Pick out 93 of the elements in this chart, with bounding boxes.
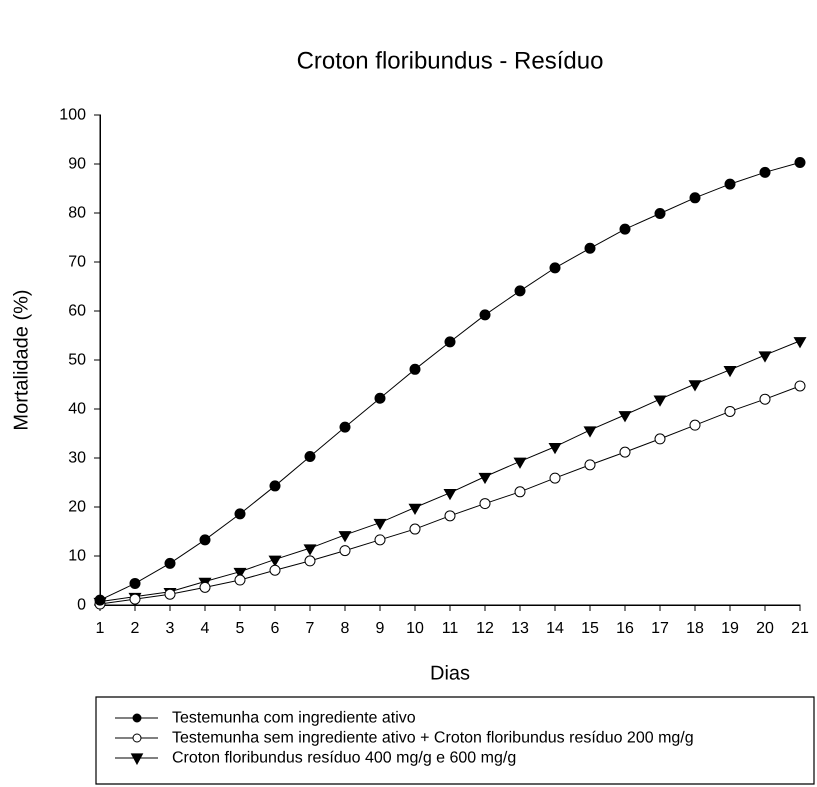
point (480, 309, 490, 320)
point (760, 394, 770, 405)
point (340, 422, 350, 433)
x-tick-label: 1 (96, 620, 105, 638)
x-tick-label: 20 (756, 620, 774, 638)
x-tick-label: 10 (406, 620, 424, 638)
point (304, 451, 316, 462)
point (374, 392, 386, 404)
point (514, 458, 526, 468)
y-tick-label: 100 (59, 106, 86, 124)
point (444, 336, 456, 348)
legend-label: Testemunha sem ingrediente ativo + Croton floribundus resíduo 200 mg/g (172, 729, 694, 746)
point (724, 178, 736, 190)
point (584, 242, 596, 254)
y-tick-label: 90 (68, 155, 86, 172)
point (374, 534, 386, 546)
y-tick-label: 30 (68, 449, 86, 466)
point (234, 508, 246, 520)
point (234, 574, 246, 586)
point (444, 489, 456, 500)
point (548, 442, 562, 454)
point (794, 380, 806, 392)
point (724, 406, 736, 417)
y-tick-label: 70 (68, 253, 86, 270)
x-tick-label: 15 (581, 620, 599, 638)
x-tick-label: 14 (546, 620, 564, 638)
legend-label: Croton floribundus resíduo 400 mg/g e 600 mg/g (172, 749, 516, 766)
point (618, 411, 632, 422)
x-tick-label: 19 (721, 620, 739, 638)
y-tick-label: 20 (68, 498, 86, 516)
y-tick-label: 80 (68, 204, 86, 222)
x-tick-label: 3 (166, 620, 175, 638)
point (550, 472, 560, 484)
x-tick-label: 11 (442, 620, 458, 638)
y-tick-label: 40 (68, 400, 86, 418)
point (304, 555, 316, 566)
point (514, 285, 526, 296)
x-tick-label: 4 (200, 620, 210, 638)
point (270, 564, 280, 576)
y-tick-label: 0 (77, 596, 86, 614)
point (724, 366, 736, 377)
x-tick-label: 5 (236, 620, 245, 638)
point (374, 518, 386, 530)
point (338, 531, 352, 542)
x-tick-label: 17 (651, 620, 669, 638)
y-tick-label: 10 (68, 547, 86, 564)
x-tick-label: 6 (270, 620, 280, 638)
point (654, 208, 666, 219)
point (654, 433, 666, 444)
point (410, 364, 420, 375)
legend-label: Testemunha com ingrediente ativo (172, 709, 416, 726)
point (758, 351, 772, 362)
point (408, 504, 422, 514)
x-tick-label: 21 (791, 620, 809, 638)
point (514, 486, 526, 498)
point (620, 446, 630, 458)
point (550, 262, 560, 274)
chart-title: Croton floribundus - Resíduo (296, 48, 604, 75)
point (94, 594, 106, 606)
x-tick-label: 12 (476, 620, 494, 638)
point (480, 498, 490, 510)
y-tick-label: 50 (68, 351, 86, 368)
point (200, 582, 210, 593)
point (760, 166, 770, 178)
point (268, 556, 282, 566)
x-tick-label: 2 (130, 620, 140, 638)
point (620, 224, 630, 235)
point (690, 420, 700, 431)
x-tick-label: 9 (376, 620, 385, 638)
point (478, 472, 492, 484)
point (688, 380, 702, 392)
point (444, 510, 456, 522)
point (584, 426, 596, 438)
point (304, 544, 316, 556)
point (654, 395, 666, 406)
x-tick-label: 13 (511, 620, 529, 638)
point (690, 192, 700, 204)
point (794, 337, 806, 348)
x-tick-label: 7 (306, 620, 315, 638)
point (584, 459, 596, 470)
y-tick-label: 60 (68, 302, 86, 320)
point (794, 157, 806, 168)
point (164, 558, 176, 569)
x-tick-label: 8 (340, 620, 350, 638)
point (200, 534, 210, 546)
point (340, 545, 350, 556)
y-axis-title: Mortalidade (%) (10, 289, 33, 431)
x-tick-label: 16 (616, 620, 634, 638)
x-axis-title: Dias (430, 662, 470, 685)
x-tick-label: 18 (686, 620, 704, 638)
point (410, 524, 420, 535)
point (270, 480, 280, 492)
point (130, 578, 140, 589)
